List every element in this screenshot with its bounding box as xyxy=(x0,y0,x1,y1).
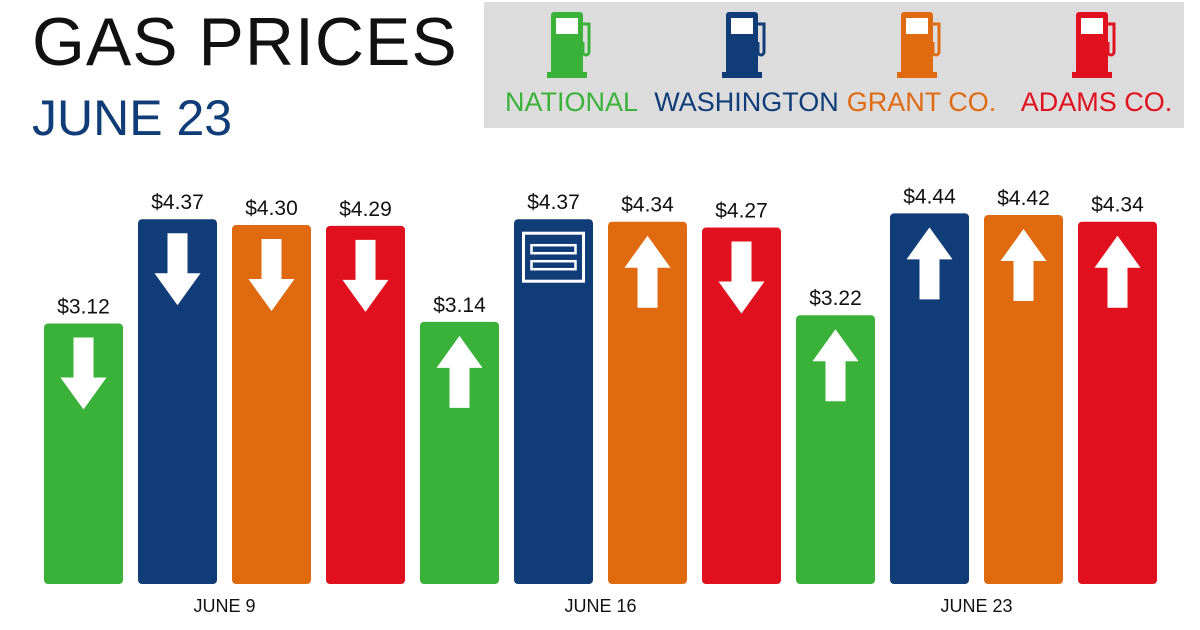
bar-grant-co-1 xyxy=(232,225,311,584)
arrow-up-icon xyxy=(1094,235,1141,308)
arrow-down-icon xyxy=(248,239,295,312)
gas-pump-icon xyxy=(896,12,940,78)
legend-item-grant: GRANT CO. xyxy=(834,2,1009,128)
data-label-washington-1: $4.37 xyxy=(151,191,204,214)
bar-washington-3 xyxy=(890,213,969,585)
category-label-3: JUNE 23 xyxy=(940,596,1012,616)
bar-washington-2 xyxy=(514,219,593,584)
data-label-washington-3: $4.44 xyxy=(903,185,956,208)
arrow-down-icon xyxy=(154,233,201,306)
arrow-up-icon xyxy=(436,335,483,408)
data-label-adams-co-1: $4.29 xyxy=(339,198,392,221)
chart-subtitle: JUNE 23 xyxy=(32,90,233,146)
data-label-adams-co-2: $4.27 xyxy=(715,200,768,223)
arrow-up-icon xyxy=(812,329,859,402)
bar-adams-co-1 xyxy=(326,225,405,584)
legend: NATIONAL WASHINGTON GRANT CO. ADAMS CO. xyxy=(484,2,1184,128)
bar-national-3 xyxy=(796,315,875,584)
data-label-grant-co-1: $4.30 xyxy=(245,197,298,220)
bar-adams-co-3 xyxy=(1078,221,1157,584)
legend-label-national: NATIONAL xyxy=(504,87,639,117)
legend-item-adams: ADAMS CO. xyxy=(1009,2,1184,128)
data-label-adams-co-3: $4.34 xyxy=(1091,194,1144,217)
bar-chart: $3.12 $4.37 $4.30 $4.29 JUNE 9 $3.14 $4.37 $4.3… xyxy=(44,185,1157,616)
chart-title: GAS PRICES xyxy=(32,4,458,80)
arrow-up-icon xyxy=(1000,229,1047,302)
data-label-national-1: $3.12 xyxy=(57,296,110,319)
bar-national-1 xyxy=(44,323,123,584)
bar-washington-1 xyxy=(138,219,217,584)
legend-label-grant: GRANT CO. xyxy=(846,87,997,117)
arrow-up-icon xyxy=(624,235,671,308)
equal-icon xyxy=(522,231,585,283)
data-label-national-2: $3.14 xyxy=(433,294,486,317)
arrow-up-icon xyxy=(906,227,953,300)
arrow-down-icon xyxy=(718,241,765,314)
category-label-1: JUNE 9 xyxy=(193,596,255,616)
data-label-grant-co-2: $4.34 xyxy=(621,194,674,217)
bar-grant-co-2 xyxy=(608,221,687,584)
arrow-down-icon xyxy=(60,337,107,410)
legend-item-washington: WASHINGTON xyxy=(654,2,839,128)
arrow-down-icon xyxy=(342,239,389,312)
gas-pump-icon xyxy=(546,12,590,78)
category-label-2: JUNE 16 xyxy=(564,596,636,616)
gas-pump-icon xyxy=(1071,12,1115,78)
data-label-washington-2: $4.37 xyxy=(527,191,580,214)
legend-item-national: NATIONAL xyxy=(484,2,659,128)
legend-label-washington: WASHINGTON xyxy=(654,87,839,117)
legend-label-adams: ADAMS CO. xyxy=(1020,87,1173,117)
data-label-national-3: $3.22 xyxy=(809,287,862,310)
gas-pump-icon xyxy=(721,12,765,78)
data-label-grant-co-3: $4.42 xyxy=(997,187,1050,210)
bar-grant-co-3 xyxy=(984,215,1063,584)
bar-national-2 xyxy=(420,321,499,584)
bar-adams-co-2 xyxy=(702,227,781,584)
